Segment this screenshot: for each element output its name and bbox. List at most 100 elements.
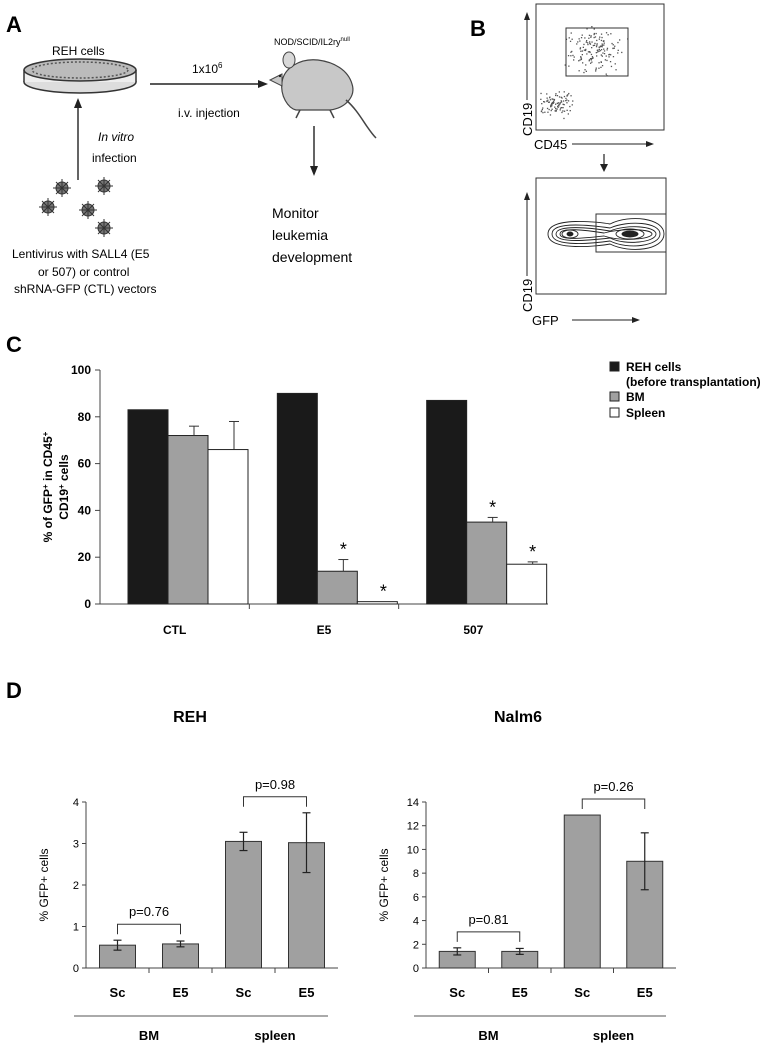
flow-event-dot: [572, 54, 574, 57]
flow-event-dot: [598, 62, 600, 64]
flow-event-dot: [596, 39, 598, 42]
flow-event-dot: [587, 43, 589, 46]
d-chart-title: REH: [173, 709, 207, 726]
flow-event-dot: [546, 100, 548, 102]
flow-event-dot: [540, 98, 542, 100]
infection-label: infection: [92, 151, 137, 165]
d-x-tick-label: Sc: [574, 985, 590, 1000]
d-x-tick-label: E5: [637, 985, 653, 1000]
flow-event-dot: [585, 70, 587, 72]
injection-label: i.v. injection: [178, 106, 240, 120]
flow-event-dot: [584, 49, 587, 52]
flow-event-dot: [543, 101, 545, 103]
flow-event-dot: [554, 106, 556, 108]
flow-event-dot: [589, 42, 591, 45]
c-legend-label: BM: [626, 390, 645, 404]
flow-event-dot: [543, 101, 546, 103]
flow-event-dot: [570, 32, 572, 34]
flow-event-dot: [592, 44, 594, 47]
flow-event-dot: [581, 34, 583, 36]
flow-event-dot: [595, 67, 597, 69]
flow-event-dot: [610, 33, 612, 35]
flow-event-dot: [549, 99, 552, 101]
flow-event-dot: [578, 38, 580, 40]
c-bar: [356, 601, 398, 605]
monitor-line-1: Monitor: [272, 205, 319, 221]
flow-event-dot: [600, 33, 603, 35]
d-pvalue-bracket: [581, 798, 646, 810]
flow-event-dot: [603, 50, 606, 52]
flow-event-dot: [580, 58, 582, 61]
flow-event-dot: [569, 40, 572, 42]
flow-event-dot: [608, 54, 610, 56]
flow-event-dot: [612, 44, 614, 46]
flow-event-dot: [612, 47, 614, 49]
contour-plot: [547, 218, 665, 250]
d-bar: [225, 840, 262, 969]
flow-event-dot: [594, 36, 597, 38]
c-y-tick-label: 60: [78, 457, 92, 471]
flow-event-dot: [556, 102, 558, 104]
flow-event-dot: [605, 55, 607, 57]
flow-event-dot: [548, 101, 550, 103]
flow-event-dot: [591, 26, 593, 28]
flow-event-dot: [602, 52, 604, 54]
flow-event-dot: [563, 91, 565, 93]
d-bar: [563, 814, 601, 969]
flow-event-dot: [555, 94, 557, 97]
flow-event-dot: [571, 50, 573, 53]
d-y-tick-label: 6: [413, 892, 419, 904]
c-y-label-part: +: [57, 484, 66, 489]
d-y-tick-label: 14: [407, 797, 419, 809]
flow-event-dot: [600, 39, 603, 42]
flow-event-dot: [558, 91, 560, 93]
flow-event-dot: [580, 56, 582, 58]
flow-event-dot: [571, 38, 573, 40]
flow-event-dot: [568, 65, 570, 67]
flow-event-dot: [555, 103, 557, 105]
flow-event-dot: [596, 49, 598, 51]
flow-event-dot: [585, 48, 587, 51]
flow-event-dot: [559, 107, 562, 109]
flow-arrow-down-icon: [600, 154, 608, 172]
panel-d-letter: D: [6, 678, 22, 703]
flow-event-dot: [606, 59, 608, 62]
flow-event-dot: [560, 101, 563, 103]
flow-event-dot: [593, 32, 595, 35]
c-legend-swatch: [609, 391, 620, 402]
flow-event-dot: [599, 36, 601, 38]
arrow-right-icon: [150, 80, 268, 88]
flow-event-dot: [559, 103, 561, 105]
flow-event-dot: [559, 102, 561, 104]
flow-event-dot: [621, 51, 623, 54]
flow-event-dot: [591, 57, 593, 60]
d-group-label: BM: [478, 1028, 498, 1043]
d-x-tick-label: E5: [512, 985, 528, 1000]
d-bar: [162, 943, 199, 969]
lentivirus-line-3: shRNA-GFP (CTL) vectors: [14, 282, 156, 296]
flow-event-dot: [601, 55, 603, 57]
c-y-tick-label: 40: [78, 503, 92, 517]
c-y-label-part: +: [41, 484, 50, 489]
flow-event-dot: [550, 105, 552, 107]
d-pvalue-label: p=0.76: [129, 904, 169, 919]
c-bar: [506, 563, 548, 605]
flow-event-dot: [588, 34, 591, 36]
flow-event-dot: [583, 43, 585, 46]
flow-event-dot: [560, 100, 562, 102]
flow-event-dot: [614, 45, 616, 47]
flow-event-dot: [606, 47, 609, 49]
flow-event-dot: [578, 70, 580, 72]
flow-event-dot: [582, 46, 584, 48]
flow-event-dot: [541, 108, 543, 111]
flow-event-dot: [603, 48, 605, 50]
flow-event-dot: [551, 108, 553, 110]
flow-event-dot: [546, 97, 548, 99]
flow-event-dot: [542, 107, 544, 109]
c-y-axis-label: % of GFP+ in CD45+: [41, 431, 55, 542]
flow-event-dot: [600, 66, 602, 68]
arrow-up-icon: [74, 98, 82, 180]
flow-event-dot: [566, 95, 568, 97]
reh-cells-label: REH cells: [52, 44, 105, 58]
d-pvalue-bracket: [117, 923, 181, 935]
